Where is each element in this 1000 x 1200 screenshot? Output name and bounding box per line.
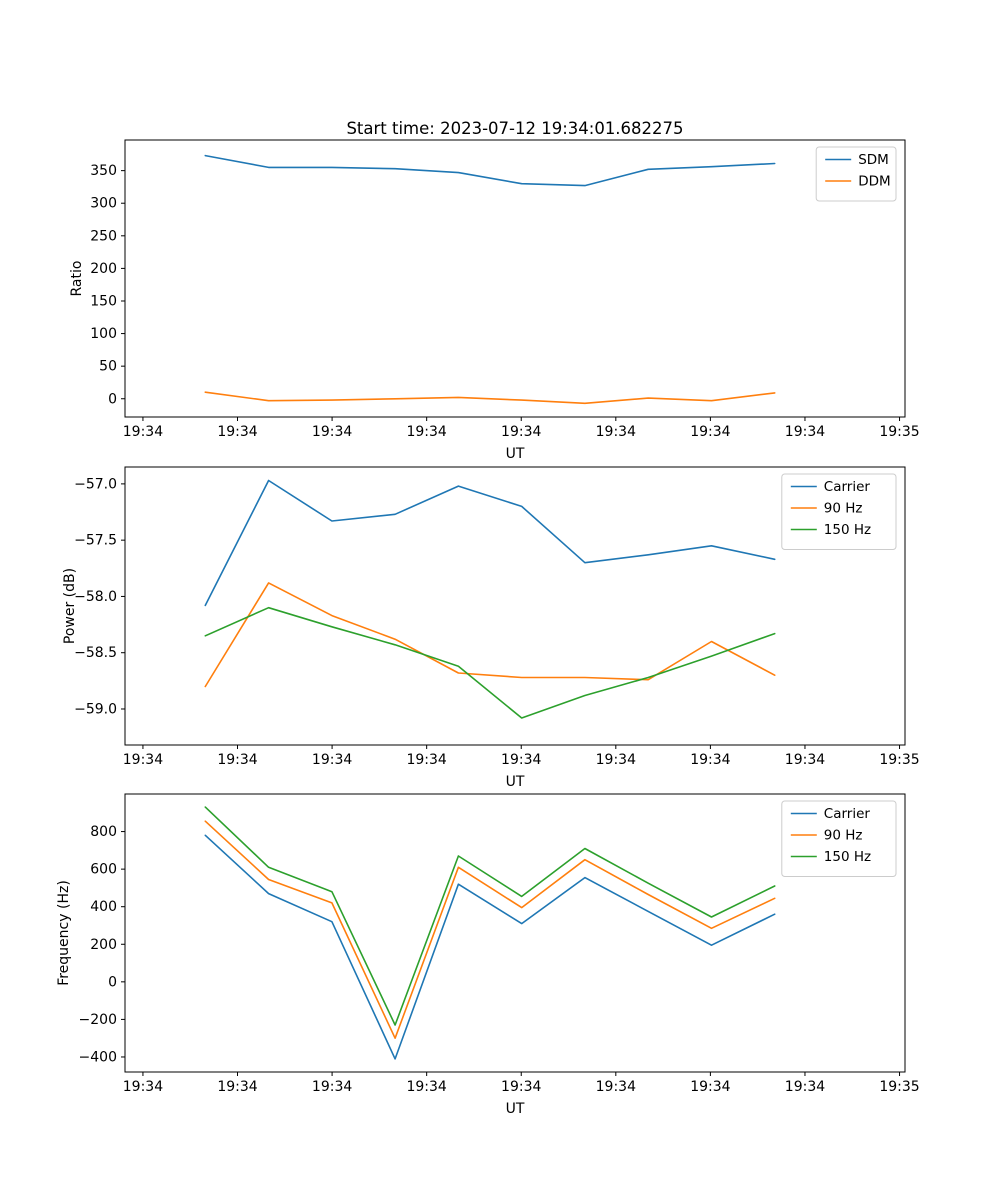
y-tick-label: 250	[90, 228, 117, 244]
x-tick-label: 19:34	[596, 752, 636, 768]
axes-frame	[124, 793, 906, 1073]
y-tick-label: −200	[79, 1012, 117, 1028]
carrier-line	[204, 834, 776, 1060]
y-tick-label: −57.5	[74, 533, 117, 549]
x-tick-label: 19:34	[406, 752, 446, 768]
legend-label-150-hz: 150 Hz	[824, 849, 871, 865]
y-tick-label: 600	[90, 862, 117, 878]
x-tick-label: 19:34	[690, 752, 730, 768]
y-tick-label: 50	[99, 359, 117, 375]
ddm-line	[204, 391, 776, 405]
x-tick-label: 19:34	[312, 424, 352, 440]
y-tick-label: 200	[90, 937, 117, 953]
x-tick-label: 19:34	[501, 752, 541, 768]
legend-label-carrier: Carrier	[824, 806, 871, 822]
x-tick-label: 19:34	[785, 752, 825, 768]
ratio-subplot: 19:34 19:34 19:34 19:34 19:34 19:34 19:34 19:34…	[69, 139, 920, 462]
legend-label-ddm: DDM	[858, 174, 890, 190]
legend-label-90-hz: 90 Hz	[824, 501, 863, 517]
x-tick-label: 19:34	[406, 424, 446, 440]
sdm-line	[204, 154, 776, 187]
y-tick-label: 0	[108, 391, 117, 407]
y-tick-label: 300	[90, 196, 117, 212]
x-tick-label: 19:34	[123, 752, 163, 768]
x-axis-label: UT	[506, 1101, 525, 1117]
x-tick-label: 19:34	[123, 1079, 163, 1095]
axes-frame	[124, 466, 906, 746]
legend-label-sdm: SDM	[858, 152, 889, 168]
x-axis-label: UT	[506, 774, 525, 790]
x-tick-label: 19:35	[879, 1079, 919, 1095]
y-axis-label: Frequency (Hz)	[56, 880, 72, 986]
y-tick-label: −58.5	[74, 645, 117, 661]
y-tick-label: 400	[90, 899, 117, 915]
x-tick-label: 19:34	[217, 752, 257, 768]
x-tick-label: 19:34	[596, 424, 636, 440]
90-hz-line	[204, 582, 776, 688]
legend: Carrier 90 Hz 150 Hz	[781, 800, 897, 877]
x-tick-label: 19:35	[879, 424, 919, 440]
x-tick-label: 19:34	[217, 424, 257, 440]
legend-label-carrier: Carrier	[824, 479, 871, 495]
y-tick-label: 0	[108, 974, 117, 990]
legend-box	[815, 146, 897, 202]
x-tick-label: 19:35	[879, 752, 919, 768]
x-tick-label: 19:34	[501, 424, 541, 440]
y-tick-label: 150	[90, 293, 117, 309]
y-tick-label: −58.0	[74, 589, 117, 605]
150-hz-line	[204, 606, 776, 719]
chart-title: Start time: 2023-07-12 19:34:01.682275	[346, 119, 684, 138]
y-tick-label: 800	[90, 824, 117, 840]
legend: SDM DDM	[815, 146, 897, 202]
y-tick-label: 200	[90, 261, 117, 277]
y-tick-label: −400	[79, 1049, 117, 1065]
x-tick-label: 19:34	[312, 1079, 352, 1095]
legend: Carrier 90 Hz 150 Hz	[781, 473, 897, 550]
carrier-line	[204, 479, 776, 607]
x-tick-label: 19:34	[785, 424, 825, 440]
legend-label-90-hz: 90 Hz	[824, 828, 863, 844]
x-tick-label: 19:34	[690, 424, 730, 440]
x-tick-label: 19:34	[312, 752, 352, 768]
x-tick-label: 19:34	[596, 1079, 636, 1095]
frequency-subplot: 19:34 19:34 19:34 19:34 19:34 19:34 19:34 19:34…	[56, 793, 920, 1117]
y-tick-label: 350	[90, 163, 117, 179]
power-subplot: 19:34 19:34 19:34 19:34 19:34 19:34 19:34 19:34…	[62, 466, 920, 790]
x-tick-label: 19:34	[406, 1079, 446, 1095]
x-tick-label: 19:34	[785, 1079, 825, 1095]
legend-box	[781, 473, 897, 550]
y-tick-label: −59.0	[74, 701, 117, 717]
legend-box	[781, 800, 897, 877]
axes-frame	[124, 139, 906, 418]
y-axis-label: Ratio	[69, 261, 85, 297]
90-hz-line	[204, 820, 776, 1039]
x-tick-label: 19:34	[217, 1079, 257, 1095]
y-tick-label: −57.0	[74, 476, 117, 492]
y-tick-label: 100	[90, 326, 117, 342]
x-tick-label: 19:34	[123, 424, 163, 440]
x-tick-label: 19:34	[690, 1079, 730, 1095]
150-hz-line	[204, 806, 776, 1026]
legend-label-150-hz: 150 Hz	[824, 522, 871, 538]
y-axis-label: Power (dB)	[62, 568, 78, 644]
x-tick-label: 19:34	[501, 1079, 541, 1095]
x-axis-label: UT	[506, 446, 525, 462]
